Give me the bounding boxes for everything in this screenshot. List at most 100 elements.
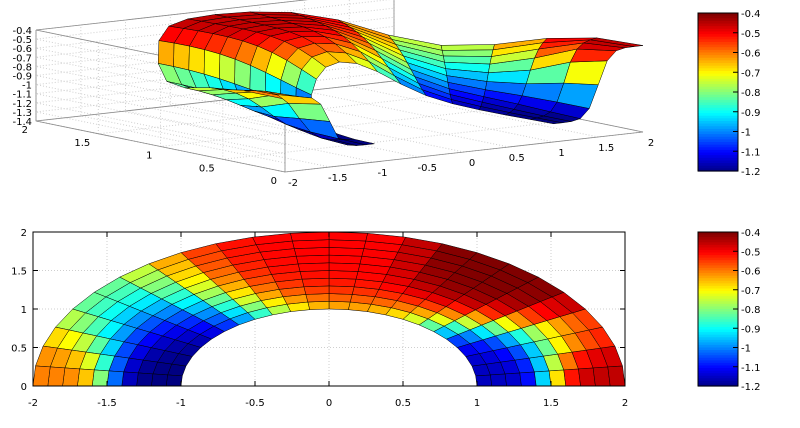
colorbar-swatch [698, 383, 738, 387]
colorbar-tick-label: -0.7 [741, 68, 761, 79]
colorbar-swatch [698, 55, 738, 59]
surface-facet [441, 49, 494, 57]
colorbar-swatch [698, 70, 738, 75]
colorbar-swatch [698, 155, 738, 159]
x-tick-label: -0.5 [417, 163, 437, 174]
colorbar-swatch [698, 84, 738, 88]
heatmap-cell [290, 231, 330, 242]
colorbar-swatch [698, 13, 738, 17]
colorbar-swatch [698, 255, 738, 259]
colorbar-swatch [698, 309, 738, 313]
colorbar-swatch [698, 352, 738, 356]
colorbar-tick-label: -1.2 [741, 167, 761, 178]
colorbar-swatch [698, 365, 738, 369]
z-tick-label: -0.6 [12, 44, 32, 55]
colorbar-swatch [698, 362, 738, 367]
colorbar-swatch [698, 105, 738, 109]
colorbar-swatch [698, 342, 738, 346]
x-tick-label: 1 [474, 398, 480, 409]
heatmap-cell [91, 369, 110, 387]
colorbar-swatch [698, 115, 738, 119]
axis-box-edge [35, 80, 395, 122]
colorbar-swatch [698, 298, 738, 302]
colorbar-tick-label: -0.5 [741, 29, 761, 40]
colorbar-swatch [698, 265, 738, 269]
colorbar-swatch [698, 360, 738, 364]
heatmap-cell [490, 373, 507, 387]
colorbar-swatch [698, 334, 738, 338]
heatmap-cell [297, 262, 330, 272]
colorbar-swatch [698, 52, 738, 56]
x-tick-label: 2 [648, 138, 654, 149]
x-tick-label: -1.5 [97, 398, 117, 409]
x-tick-label: -1 [378, 168, 388, 179]
z-tick-label: -0.8 [12, 62, 32, 73]
y-tick-label: 0.5 [199, 163, 215, 174]
colorbar-swatch [698, 344, 738, 349]
heatmap-cell [165, 374, 183, 387]
colorbar-swatch [698, 339, 738, 343]
colorbar-swatch [698, 326, 738, 331]
x-tick-label: 2 [622, 398, 628, 409]
heatmap-cell [305, 293, 330, 303]
heatmap-cell [303, 285, 330, 295]
surface-facet [343, 138, 375, 146]
colorbar-swatch [698, 57, 738, 61]
colorbar-swatch [698, 81, 738, 85]
colorbar-swatch [698, 44, 738, 48]
colorbar-swatch [698, 73, 738, 77]
colorbar-swatch [698, 128, 738, 133]
colorbar-swatch [698, 157, 738, 162]
colorbar-swatch [698, 257, 738, 261]
colorbar-tick-label: -1 [741, 128, 751, 139]
surface-facet [188, 45, 205, 75]
colorbar-swatch [698, 252, 738, 256]
colorbar-swatch [698, 278, 738, 282]
heatmap-cell [77, 368, 95, 387]
heatmap-cell [328, 231, 368, 242]
colorbar-swatch [698, 113, 738, 117]
x-tick-label: -1 [176, 398, 186, 409]
colorbar-swatch [698, 39, 738, 43]
colorbar-tick-label: -0.4 [741, 228, 761, 239]
heatmap-cell [328, 247, 365, 257]
colorbar-swatch [698, 280, 738, 284]
colorbar-swatch [698, 232, 738, 236]
colorbar-swatch [698, 60, 738, 64]
colorbar-swatch [698, 350, 738, 354]
surface-facet [569, 48, 617, 63]
heatmap-cell [62, 367, 80, 387]
heatmap-cell [106, 370, 124, 387]
colorbar-swatch [698, 147, 738, 151]
z-tick-label: -0.4 [12, 26, 32, 37]
colorbar-swatch [698, 239, 738, 243]
grid-line-z [35, 44, 395, 137]
grid-line-z [35, 35, 395, 127]
colorbar-swatch [698, 28, 738, 33]
heatmap-cell [121, 371, 139, 387]
colorbar-swatch [698, 260, 738, 264]
colorbar-swatch [698, 65, 738, 69]
z-tick-label: -1.4 [12, 117, 32, 128]
colorbar-swatch [698, 99, 738, 104]
colorbar-swatch [698, 144, 738, 148]
colorbar-swatch [698, 94, 738, 98]
heatmap-cell [328, 262, 361, 272]
x-tick-label: 1.5 [543, 398, 559, 409]
colorbar-swatch [698, 329, 738, 333]
axis-box-edge [35, 120, 286, 173]
colorbar-tick-label: -1.2 [741, 382, 761, 393]
colorbar-swatch [698, 139, 738, 143]
grid-line-x [125, 20, 375, 163]
heatmap-cell [328, 301, 351, 310]
z-tick-label: -0.7 [12, 53, 32, 64]
colorbar-swatch [698, 355, 738, 359]
colorbar-swatch [698, 237, 738, 241]
colorbar-bottom: -0.4 -0.5 -0.6 -0.7 -0.8 -0.9 -1 -1.1 -1.2 [697, 228, 761, 393]
colorbar-swatch [698, 163, 738, 167]
x-tick-label: 0.5 [509, 153, 525, 164]
colorbar-swatch [698, 368, 738, 372]
y-tick-label: 1.5 [74, 138, 90, 149]
heatmap-cell [32, 365, 51, 387]
heatmap-cell [299, 270, 330, 280]
